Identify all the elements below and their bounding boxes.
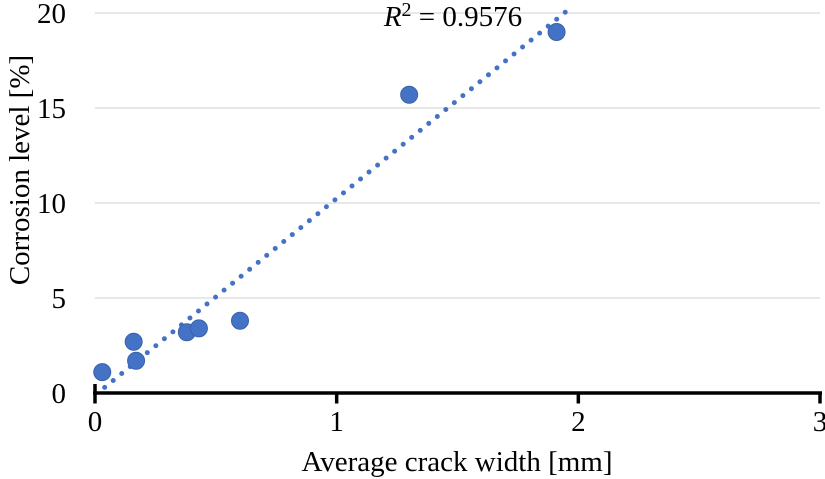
- r-squared-superscript: 2: [402, 0, 412, 21]
- data-point-7: [547, 23, 566, 41]
- data-point-6: [400, 85, 419, 104]
- y-tick-label-15: 15: [37, 93, 66, 125]
- x-tick-label-2: 2: [571, 406, 586, 438]
- data-point-1: [124, 332, 143, 351]
- r-squared-variable: R: [383, 1, 402, 33]
- y-tick-label-20: 20: [37, 0, 66, 30]
- r-squared-annotation: R2 = 0.9576: [383, 0, 522, 33]
- x-tick-label-1: 1: [329, 406, 344, 438]
- y-tick-label-10: 10: [37, 188, 66, 220]
- r-squared-value: = 0.9576: [412, 1, 523, 33]
- data-point-2: [127, 351, 146, 370]
- x-tick-label-3: 3: [813, 406, 825, 438]
- x-axis-title: Average crack width [mm]: [301, 446, 612, 478]
- chart-generated-layer: 0 1 2 3 0 5 10 15 20: [37, 0, 825, 438]
- y-tick-label-0: 0: [52, 378, 67, 410]
- x-tick-label-0: 0: [88, 406, 103, 438]
- trendline: [102, 6, 572, 390]
- y-axis-title: Corrosion level [%]: [4, 55, 36, 285]
- y-tick-label-5: 5: [52, 283, 67, 315]
- data-point-0: [93, 363, 112, 382]
- data-point-4: [189, 319, 208, 338]
- data-point-5: [231, 311, 249, 330]
